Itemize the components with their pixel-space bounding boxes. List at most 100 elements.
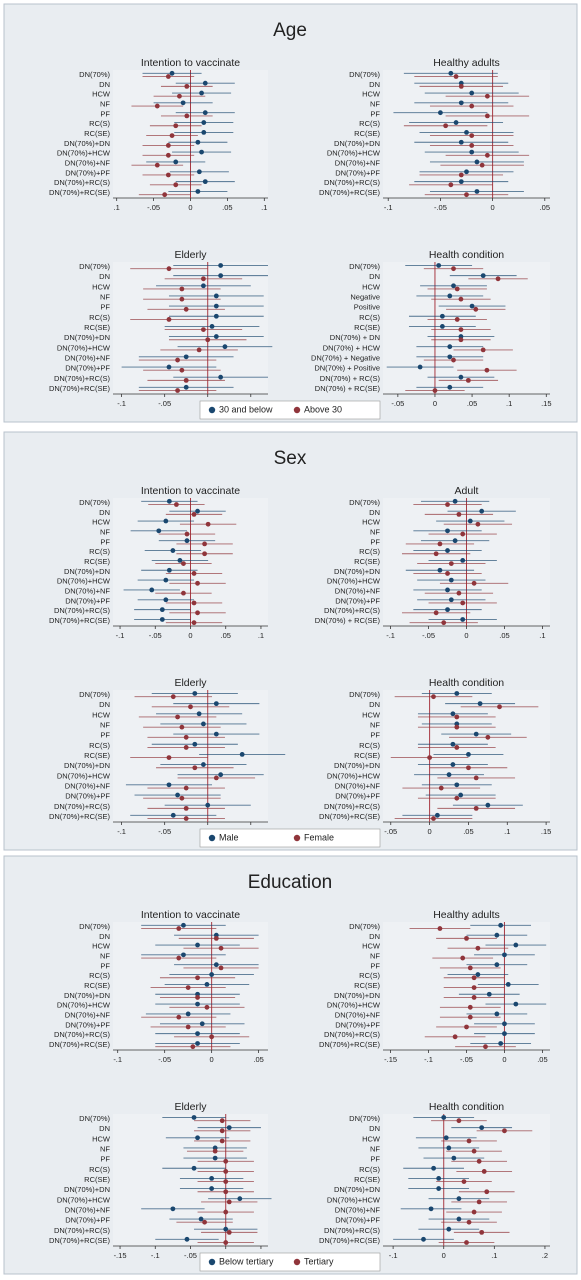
point <box>176 1014 182 1020</box>
category-label: DN <box>99 700 110 709</box>
category-label: PF <box>100 1155 110 1164</box>
category-label: NF <box>100 527 110 536</box>
point <box>479 162 485 168</box>
point <box>464 169 469 175</box>
point <box>485 802 491 808</box>
point <box>469 149 475 155</box>
point <box>465 377 471 383</box>
point <box>479 508 485 514</box>
point <box>183 805 189 811</box>
point <box>175 792 180 798</box>
legend-label: Female <box>304 832 334 842</box>
point <box>484 152 490 158</box>
point <box>447 293 453 299</box>
point <box>226 1199 232 1205</box>
x-tick-label: .05 <box>222 203 232 212</box>
point <box>213 701 219 707</box>
point <box>170 1206 176 1212</box>
point <box>494 932 500 938</box>
x-tick-label: 0 <box>491 203 495 212</box>
x-tick-label: .1 <box>491 1251 497 1260</box>
x-tick-label: -.05 <box>147 203 160 212</box>
point <box>199 1021 205 1027</box>
point <box>204 982 210 987</box>
point <box>195 975 200 981</box>
category-label: DN(70%) + RC(SE) <box>315 616 381 625</box>
chart-title: Elderly <box>174 677 207 689</box>
point <box>195 189 201 194</box>
plot-area <box>113 922 268 1050</box>
category-label: RC(S) <box>89 741 110 750</box>
category-label: DN(70%)+DN <box>334 1185 380 1194</box>
x-tick-label: .1 <box>258 631 264 640</box>
category-label: PF <box>100 537 110 546</box>
legend-marker <box>293 834 301 842</box>
point <box>181 952 186 958</box>
category-label: RC(SE) <box>84 981 110 990</box>
point <box>451 1155 457 1161</box>
x-tick-label: .1 <box>504 827 510 836</box>
x-tick-label: .1 <box>261 203 267 212</box>
point <box>213 313 219 319</box>
point <box>432 388 438 393</box>
legend-marker <box>208 1258 216 1266</box>
point <box>170 694 176 700</box>
category-label: DN(70%)+HCW <box>327 1001 381 1010</box>
category-label: RC(S) <box>89 547 110 556</box>
point <box>484 93 490 99</box>
category-label: RC(S) <box>359 119 380 128</box>
point <box>219 1138 225 1144</box>
section-title: Sex <box>274 448 307 469</box>
x-tick-label: .15 <box>541 827 551 836</box>
category-label: DN(70%)+NF <box>65 781 111 790</box>
point <box>218 965 224 971</box>
point <box>433 610 439 616</box>
category-label: DN <box>99 1124 110 1133</box>
category-label: DN(70%)+RC(SE) <box>49 188 111 197</box>
point <box>223 1169 229 1174</box>
category-label: DN(70%)+PF <box>335 596 380 605</box>
x-tick-label: 0 <box>188 631 192 640</box>
legend-label: Tertiary <box>304 1256 334 1266</box>
category-label: RC(S) <box>359 971 380 980</box>
point <box>475 521 481 527</box>
category-label: DN(70%)+PF <box>65 792 110 801</box>
point <box>469 303 475 309</box>
x-tick-label: -.05 <box>434 203 447 212</box>
point <box>202 551 207 557</box>
category-label: HCW <box>362 90 381 99</box>
point <box>484 1189 490 1195</box>
category-label: PF <box>370 731 380 740</box>
category-label: HCW <box>362 710 381 719</box>
category-label: DN(70%) <box>79 70 110 79</box>
legend-box <box>199 828 381 848</box>
point <box>456 1118 462 1124</box>
chart-title: Health condition <box>429 677 504 689</box>
point <box>154 103 160 109</box>
category-label: DN(70%)+HCW <box>57 577 111 586</box>
point <box>469 143 475 148</box>
point <box>180 100 186 106</box>
category-label: DN(70%)+PF <box>65 596 110 605</box>
point <box>454 795 460 801</box>
point <box>450 762 456 767</box>
point <box>183 306 189 312</box>
point <box>481 1169 487 1174</box>
category-label: DN(70%)+PF <box>335 168 380 177</box>
plot-area <box>383 262 550 394</box>
x-tick-label: -.05 <box>422 631 435 640</box>
point <box>219 1118 225 1124</box>
point <box>454 286 460 292</box>
point <box>166 755 172 760</box>
category-label: DN(70%)+NF <box>65 159 111 168</box>
point <box>471 1148 477 1154</box>
category-label: RC(S) <box>359 741 380 750</box>
point <box>222 344 228 350</box>
point <box>480 273 486 279</box>
category-label: HCW <box>362 1134 381 1143</box>
category-label: DN(70%)+DN <box>64 139 110 148</box>
point <box>452 538 458 544</box>
category-label: DN(70%) + RC(SE) <box>315 384 381 393</box>
point <box>209 1186 215 1191</box>
